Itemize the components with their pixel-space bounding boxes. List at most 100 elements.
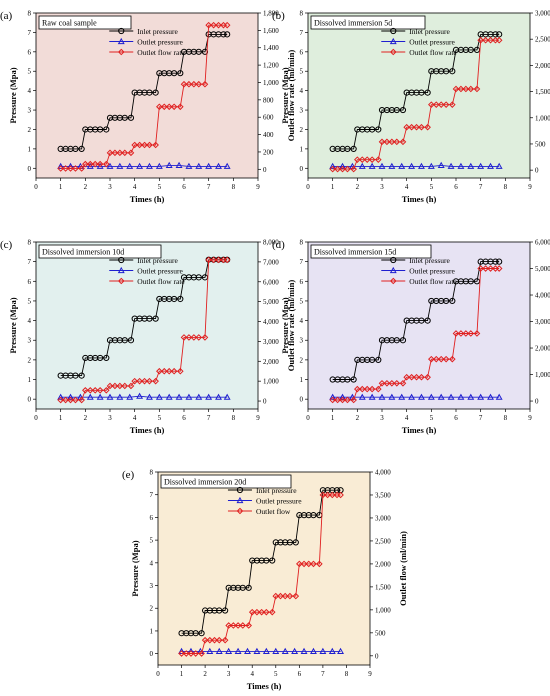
data-point	[152, 89, 159, 96]
data-point	[457, 162, 465, 169]
x-tick-label: 5	[430, 183, 434, 191]
y2-tick-label: 0	[535, 167, 539, 175]
data-point	[180, 80, 188, 88]
data-point	[418, 317, 425, 324]
data-point	[156, 367, 163, 375]
y-tick-label: 3	[28, 107, 32, 115]
y-tick-label: 2	[150, 605, 154, 613]
y2-tick-label: 200	[263, 148, 274, 156]
data-point	[177, 70, 184, 77]
data-point	[245, 622, 252, 629]
data-point	[72, 145, 79, 152]
data-point	[487, 393, 494, 400]
chart-title: Dissolved immersion 5d	[314, 19, 392, 28]
data-point	[374, 156, 382, 163]
data-point	[225, 622, 232, 629]
data-point	[201, 48, 209, 55]
panel-label: (c)	[0, 239, 13, 251]
data-point	[177, 295, 184, 303]
chart-panel-a: 0 1 2 3 4 5 6 7 8 9 0 1 2 3 4 5 6 7 8 0 200 400 600 800 1,000 1,2…	[0, 10, 296, 205]
x-axis-label: Times (h)	[130, 194, 165, 204]
data-point	[248, 608, 256, 616]
data-point	[253, 608, 261, 616]
data-point	[116, 382, 124, 390]
x-axis-label: Times (h)	[130, 425, 165, 435]
data-point	[165, 367, 173, 375]
data-point	[337, 491, 344, 499]
data-point	[399, 138, 407, 146]
x-tick-label: 2	[356, 183, 360, 191]
data-point	[205, 256, 212, 264]
data-point	[96, 387, 104, 394]
data-point	[258, 608, 265, 616]
data-point	[388, 379, 396, 387]
data-point	[310, 647, 317, 654]
data-point	[146, 393, 153, 400]
data-point	[375, 126, 382, 133]
data-point	[171, 70, 178, 77]
data-point	[344, 165, 351, 173]
y-tick-label: 0	[28, 165, 32, 173]
x-tick-label: 9	[528, 414, 532, 422]
x-tick-label: 8	[345, 670, 349, 678]
data-point	[192, 630, 199, 637]
y-tick-label: 0	[300, 396, 304, 404]
data-point	[216, 607, 223, 614]
x-tick-label: 3	[108, 414, 112, 422]
y-tick-label: 7	[28, 29, 32, 37]
data-point	[329, 162, 337, 169]
y2-tick-label: 8,000	[263, 239, 279, 247]
y2-tick-label: 4,000	[375, 469, 391, 477]
data-point	[121, 114, 128, 121]
y2-tick-label: 2,500	[535, 36, 550, 44]
data-point	[393, 379, 401, 387]
data-point	[375, 356, 382, 363]
y-tick-label: 4	[28, 317, 32, 325]
data-point	[358, 385, 366, 393]
series-2	[178, 491, 344, 657]
legend-label: Outlet flow rate	[137, 48, 185, 57]
data-point	[457, 330, 465, 337]
data-point	[244, 647, 251, 654]
x-tick-label: 9	[528, 183, 532, 191]
data-point	[432, 101, 440, 108]
data-point	[170, 367, 178, 375]
y-tick-label: 3	[300, 107, 304, 115]
data-point	[86, 393, 94, 400]
chart-title: Dissolved immersion 20d	[164, 478, 246, 487]
y2-tick-label: 1,000	[375, 606, 391, 614]
data-point	[225, 647, 233, 654]
data-point	[195, 334, 203, 341]
y2-tick-label: 2,000	[535, 345, 550, 353]
legend-label: Outlet pressure	[409, 267, 455, 276]
data-point	[201, 636, 209, 644]
y2-tick-label: 3,000	[535, 318, 550, 326]
y2-tick-label: 1,400	[263, 44, 279, 52]
data-point	[368, 162, 376, 169]
data-point	[339, 396, 346, 404]
x-tick-label: 8	[232, 183, 236, 191]
legend-label: Outlet pressure	[137, 267, 183, 276]
data-point	[230, 622, 237, 629]
data-point	[413, 123, 420, 131]
data-point	[448, 355, 456, 363]
data-point	[182, 650, 190, 657]
y-tick-label: 8	[300, 10, 304, 18]
data-point	[300, 647, 308, 654]
legend-marker	[389, 48, 397, 56]
y-axis-label: Pressure (Mpa)	[280, 297, 290, 353]
legend-marker	[236, 496, 244, 504]
legend-marker	[390, 27, 397, 35]
legend-marker	[117, 48, 125, 56]
y-axis-label: Pressure (Mpa)	[8, 67, 18, 123]
data-point	[495, 393, 503, 400]
data-point	[495, 265, 503, 272]
data-point	[178, 650, 185, 657]
data-point	[443, 68, 450, 75]
title-box	[38, 244, 162, 259]
data-point	[482, 36, 489, 44]
data-point	[457, 393, 465, 400]
y-tick-label: 6	[300, 278, 304, 286]
data-point	[350, 145, 357, 152]
legend-label: Outlet flow rate	[409, 277, 457, 286]
